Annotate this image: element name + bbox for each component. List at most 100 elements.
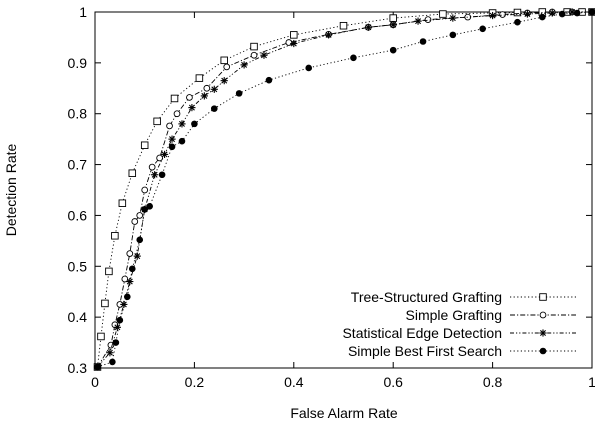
asterisk-stroke (221, 77, 228, 84)
series-layer (93, 8, 595, 371)
asterisk-stroke (106, 349, 113, 356)
data-point (339, 21, 348, 30)
series-asterisk (93, 8, 595, 371)
y-tick-label: 0.9 (68, 55, 88, 71)
data-point (573, 9, 581, 17)
data-point (168, 143, 176, 151)
data-point (389, 14, 397, 22)
data-point (513, 8, 522, 17)
x-tick-label: 1 (588, 374, 595, 390)
data-point (250, 42, 258, 51)
series-square (93, 8, 595, 371)
y-tick-label: 0.7 (68, 157, 88, 173)
asterisk-stroke (415, 18, 422, 25)
data-point (305, 64, 313, 72)
data-point (178, 120, 186, 128)
data-point (265, 76, 273, 84)
asterisk-stroke (290, 40, 297, 47)
asterisk-stroke (365, 24, 372, 31)
data-point (141, 186, 149, 194)
data-point (151, 171, 159, 179)
data-point (499, 11, 506, 18)
legend-label: Simple Grafting (406, 307, 502, 323)
asterisk-stroke (178, 120, 185, 127)
series-line (97, 11, 593, 368)
data-point (101, 299, 109, 308)
data-point (479, 25, 486, 33)
data-point (170, 94, 179, 103)
asterisk-stroke (241, 61, 248, 68)
data-point (200, 92, 208, 100)
data-point (120, 300, 128, 309)
data-point (290, 31, 298, 39)
series-open-circle (94, 8, 595, 371)
asterisk-stroke (390, 21, 397, 28)
data-point (539, 293, 547, 301)
data-point (128, 265, 136, 273)
data-point (223, 63, 231, 71)
data-point (156, 154, 163, 162)
asterisk-stroke (260, 52, 267, 59)
data-point (389, 21, 397, 29)
data-point (414, 17, 422, 25)
data-point (178, 137, 186, 145)
asterisk-stroke (489, 12, 496, 19)
data-point (588, 8, 595, 16)
y-tick-label: 0.6 (68, 207, 88, 223)
series-filled-circle (94, 8, 595, 371)
legend-label: Simple Best First Search (348, 343, 502, 359)
asterisk-stroke (540, 330, 546, 336)
data-point (548, 9, 556, 17)
data-point (195, 74, 204, 82)
x-axis-title: False Alarm Rate (290, 405, 398, 421)
data-point (523, 10, 531, 18)
data-point (148, 163, 156, 171)
x-tick-label: 0.6 (383, 374, 403, 390)
data-point (539, 311, 547, 319)
data-point (449, 14, 457, 22)
data-point (220, 77, 228, 85)
data-point (188, 104, 196, 112)
series-line (97, 11, 592, 368)
x-tick-label: 0.2 (185, 374, 205, 390)
asterisk-stroke (188, 104, 195, 111)
data-point (136, 236, 144, 244)
legend-label: Statistical Edge Detection (342, 325, 502, 341)
data-point (128, 169, 137, 177)
data-point (449, 31, 457, 39)
axes: 0 0.2 0.4 0.6 0.8 1 0.3 0.4 0.5 0.6 0.7 0.8 0.9 1 (68, 4, 595, 390)
data-point (290, 39, 298, 48)
data-point (539, 329, 547, 337)
series-line (97, 11, 592, 368)
data-point (112, 339, 120, 346)
data-point (220, 56, 228, 65)
x-tick-label: 0.8 (483, 374, 503, 390)
data-point (558, 10, 566, 18)
data-point (424, 16, 432, 23)
asterisk-stroke (169, 136, 176, 143)
data-point (116, 316, 124, 324)
data-point (191, 120, 198, 128)
y-axis-title: Detection Rate (3, 143, 19, 236)
data-point (203, 84, 211, 92)
data-point (350, 54, 357, 62)
data-point (186, 94, 193, 101)
data-point (250, 51, 258, 59)
data-point (97, 332, 105, 341)
data-point (160, 150, 169, 158)
data-point (136, 212, 144, 219)
legend-entry: Simple Grafting (406, 307, 576, 323)
data-point (235, 90, 243, 97)
y-tick-label: 0.4 (68, 309, 88, 325)
legend: Tree-Structured Grafting Simple Grafting S… (342, 289, 576, 359)
asterisk-stroke (549, 10, 556, 17)
data-point (538, 13, 546, 21)
data-point (118, 199, 127, 207)
asterisk-stroke (161, 151, 168, 158)
y-tick-label: 1 (79, 4, 87, 20)
legend-entry: Tree-Structured Grafting (351, 289, 576, 305)
data-point (489, 11, 497, 20)
data-point (141, 206, 148, 213)
data-point (140, 141, 149, 149)
